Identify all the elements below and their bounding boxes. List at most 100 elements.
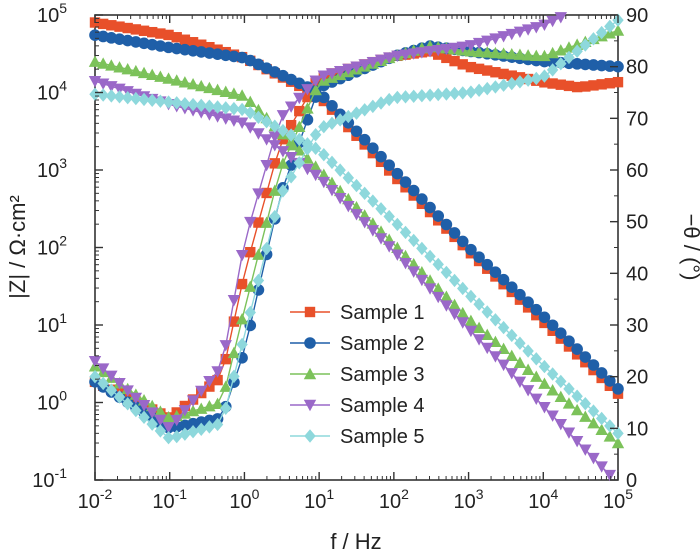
series-3-modulus-point [472,321,486,334]
series-5-modulus-point [383,209,395,224]
series-4-phase-point [186,395,200,407]
series-3-modulus-point [587,417,600,429]
series-4-phase-point [342,63,355,76]
series-2-modulus-point [473,251,485,263]
series-3-modulus-point [227,87,241,99]
series-3-phase-point [489,46,502,59]
y-right-tick-label: 50 [626,212,648,234]
series-5-modulus-point [465,289,477,304]
y-left-tick-label: 105 [37,0,67,27]
series-4-phase-point [203,376,216,388]
series-3-phase-point [276,157,290,169]
series-5-modulus-point [514,336,526,350]
series-3-modulus-point [530,370,543,382]
series-4-modulus-point [309,169,322,182]
series-4-phase-point [358,59,371,71]
series-4-modulus-point [513,376,527,389]
series-3-modulus-point [137,66,151,79]
legend-label: Sample 2 [340,333,425,355]
series-5-modulus-point [342,171,355,185]
series-3-modulus-point [154,70,167,82]
series-5-phase-point [424,88,436,102]
series-4-phase-point [456,41,469,54]
series-1-phase-point [604,78,616,89]
series-4-phase-point [399,49,412,61]
series-5-modulus-point [146,93,158,108]
series-4-phase-point [530,22,543,34]
series-5-phase-point [285,170,297,184]
series-5-modulus-point [391,217,404,232]
series-5-phase-point [555,56,567,71]
series-4-modulus-point [333,192,347,205]
series-3-modulus-point [481,328,494,341]
series-5-modulus-point [130,91,142,106]
series-1-modulus-point [130,24,142,35]
y-left-tick-label: 10-1 [32,465,67,492]
legend-item-2: Sample 2 [290,333,425,355]
series-3-modulus-point [505,349,518,361]
series-3-modulus-point [146,68,159,81]
series-4-phase-point [137,400,151,412]
series-4-modulus-point [603,469,617,482]
series-1-modulus-point [114,21,125,32]
series-1-phase-point [588,80,599,91]
series-3-phase-point [252,248,265,260]
series-5-phase-point [481,81,493,96]
series-4-modulus-point [448,308,461,321]
series-4-phase-point [472,37,486,50]
series-5-modulus-point [252,110,265,124]
series-5 [89,13,624,445]
series-1-modulus-point [122,22,133,34]
y-left-tick-label: 104 [37,78,67,105]
legend-label: Sample 4 [340,395,425,417]
series-4-modulus-point [399,257,412,270]
series-1-modulus-point [138,25,150,36]
series-1-modulus-point [196,39,207,50]
series-2-modulus-point [546,319,559,332]
series-5-phase-point [383,92,395,107]
series-2-modulus-point [530,303,543,316]
legend-item-1: Sample 1 [290,302,425,324]
series-4-phase-point [121,385,134,397]
series-5-phase-point [506,76,518,91]
series-3-modulus-point [88,55,102,67]
series-5-modulus-point [138,92,150,107]
legend: Sample 1 Sample 2 Sample 3 Sample 4 Sample 5 [290,302,425,448]
series-5-phase-point [538,69,551,83]
series-1-modulus-point [155,28,166,39]
series-5-phase-point [604,19,616,34]
series-3-modulus-point [432,282,445,294]
series-5-phase-point [432,87,444,102]
series-2-modulus-point [432,210,445,222]
series-5-modulus-point [612,426,624,441]
series-1-phase-point [294,105,305,117]
series-3-modulus-point [570,403,584,416]
series-5-phase-point [252,273,265,288]
series-3-modulus-point [309,160,322,172]
series-2-modulus-point [579,351,592,363]
series-5-modulus-point [432,257,444,272]
series-5-modulus-point [162,95,175,109]
series-2-modulus-point [481,258,494,271]
legend-label: Sample 1 [340,302,425,324]
series-2-modulus-point [456,235,469,248]
legend-swatch-marker [304,337,316,349]
series-2-modulus-point [407,184,420,197]
series-2-modulus-point [497,273,510,286]
series-3-modulus-point [415,266,429,278]
series-3-modulus-point [211,83,224,96]
series-4-phase-point [366,56,380,69]
series-3-modulus-point [603,430,617,442]
series-4-phase-point [170,414,183,427]
series-4-modulus-point [530,393,543,405]
series-5-modulus-point [424,249,436,264]
series-4-phase-point [440,43,453,56]
series-5-modulus-point [154,94,167,108]
series-4-modulus-point [358,217,371,229]
series-5-phase-point [154,424,167,438]
series-5-modulus-point [113,90,126,104]
x-tick-label: 10-1 [152,486,187,513]
series-5-modulus-point [497,320,510,335]
series-5-modulus-point [171,96,183,110]
series-5-phase-point [546,63,559,77]
